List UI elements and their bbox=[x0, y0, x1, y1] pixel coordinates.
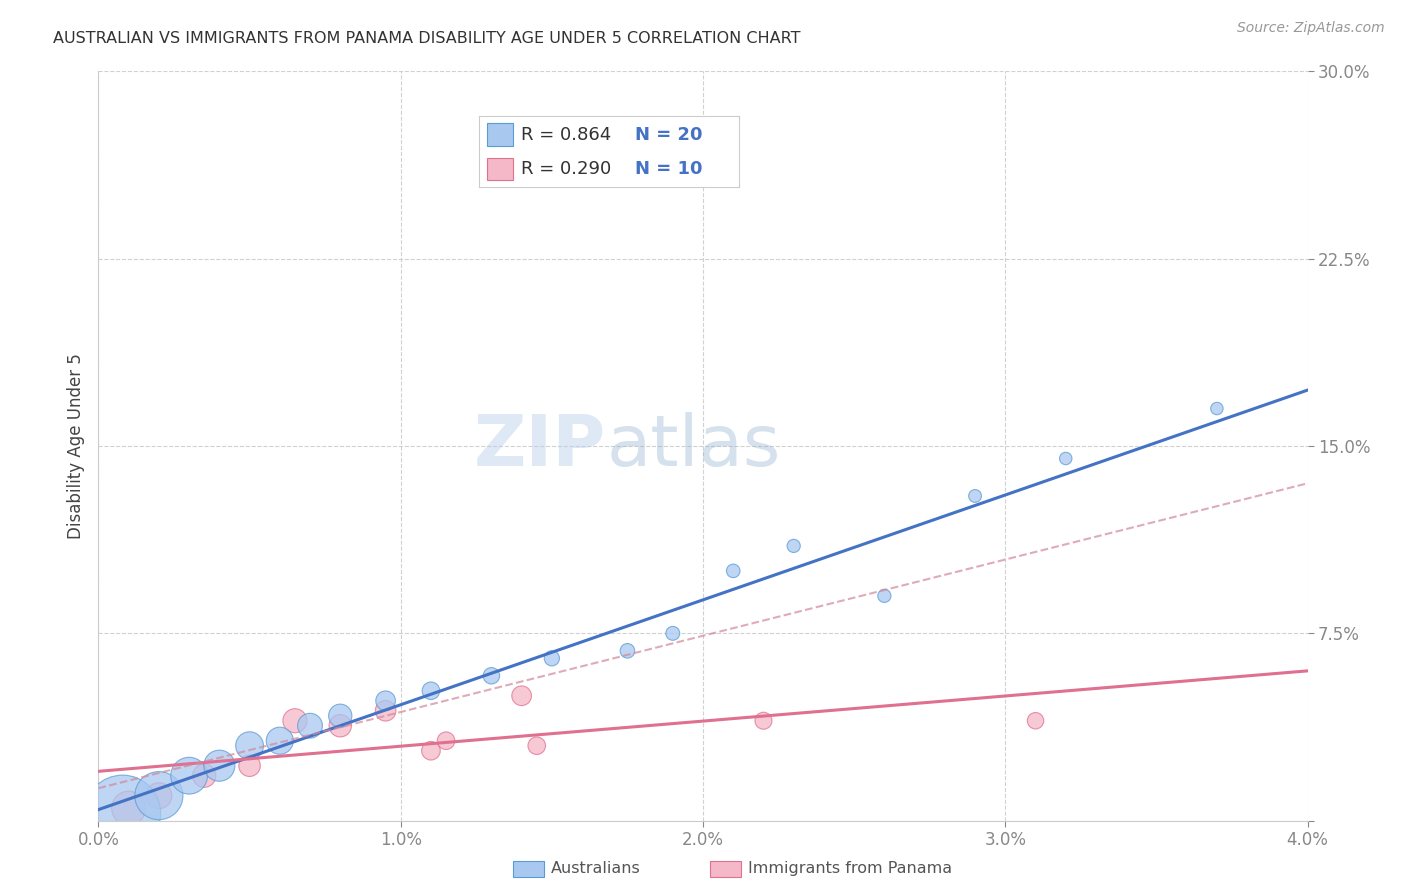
Text: Immigrants from Panama: Immigrants from Panama bbox=[748, 862, 952, 876]
Point bbox=[269, 733, 291, 747]
Point bbox=[873, 589, 896, 603]
Point bbox=[118, 801, 141, 815]
Point bbox=[965, 489, 987, 503]
Point bbox=[329, 708, 352, 723]
Point bbox=[481, 669, 503, 683]
Point bbox=[783, 539, 806, 553]
Point bbox=[329, 719, 352, 733]
Text: AUSTRALIAN VS IMMIGRANTS FROM PANAMA DISABILITY AGE UNDER 5 CORRELATION CHART: AUSTRALIAN VS IMMIGRANTS FROM PANAMA DIS… bbox=[53, 31, 801, 46]
Point bbox=[193, 769, 215, 783]
Y-axis label: Disability Age Under 5: Disability Age Under 5 bbox=[66, 353, 84, 539]
Point bbox=[723, 564, 745, 578]
Point bbox=[752, 714, 775, 728]
Text: ZIP: ZIP bbox=[474, 411, 606, 481]
Point bbox=[1054, 451, 1077, 466]
Point bbox=[434, 733, 457, 747]
Point bbox=[1025, 714, 1047, 728]
Point bbox=[284, 714, 307, 728]
Point bbox=[510, 689, 533, 703]
Point bbox=[299, 719, 322, 733]
Point bbox=[420, 683, 443, 698]
Point bbox=[148, 789, 170, 803]
Point bbox=[179, 769, 201, 783]
Point bbox=[1206, 401, 1229, 416]
Point bbox=[239, 758, 262, 772]
Point bbox=[676, 139, 699, 153]
Text: atlas: atlas bbox=[606, 411, 780, 481]
Point bbox=[661, 626, 683, 640]
Text: Australians: Australians bbox=[551, 862, 641, 876]
Point bbox=[239, 739, 262, 753]
Point bbox=[420, 744, 443, 758]
Point bbox=[540, 651, 562, 665]
Point bbox=[526, 739, 548, 753]
Point bbox=[374, 694, 396, 708]
Point bbox=[148, 789, 170, 803]
Point bbox=[616, 644, 638, 658]
Text: Source: ZipAtlas.com: Source: ZipAtlas.com bbox=[1237, 21, 1385, 35]
Point bbox=[111, 806, 134, 821]
Point bbox=[208, 758, 231, 772]
Point bbox=[374, 704, 396, 718]
